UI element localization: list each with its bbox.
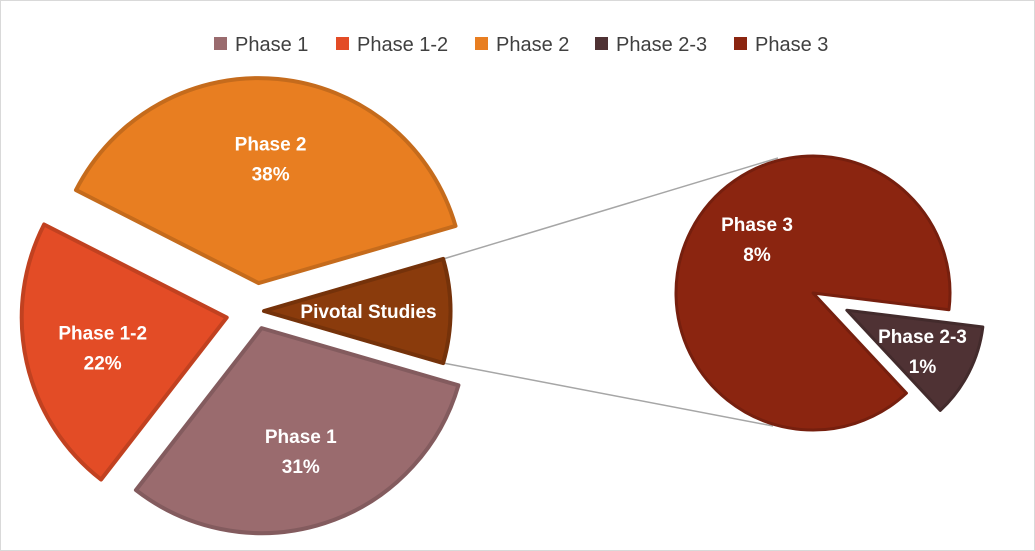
main-pie — [19, 76, 461, 536]
legend-label-phase-2-3: Phase 2-3 — [616, 34, 707, 56]
slice-phase-3 — [674, 154, 952, 432]
legend-label-phase-3: Phase 3 — [755, 34, 828, 56]
slice-label-phase-1-2: Phase 1-2 — [58, 323, 147, 344]
slice-phase-1 — [133, 326, 461, 536]
legend-label-phase-2: Phase 2 — [496, 34, 569, 56]
legend-swatch-phase-2-3 — [595, 37, 608, 50]
slice-phase-2 — [73, 76, 458, 286]
legend-swatch-phase-2 — [475, 37, 488, 50]
legend-label-phase-1-2: Phase 1-2 — [357, 34, 448, 56]
legend: Phase 1 Phase 1-2 Phase 2 Phase 2-3 Phase 3 — [214, 34, 828, 56]
slice-label-phase-2: Phase 2 — [235, 135, 307, 156]
slice-value-phase-2: 38% — [252, 165, 290, 186]
connector-line-top — [442, 157, 779, 260]
legend-swatch-phase-1-2 — [336, 37, 349, 50]
slice-phase-2-3 — [845, 308, 985, 412]
slice-value-phase-1: 31% — [282, 457, 320, 478]
slice-pivotal-studies — [262, 256, 453, 366]
connector-lines — [442, 157, 779, 427]
secondary-pie — [674, 154, 985, 432]
slice-label-phase-2-3: Phase 2-3 — [878, 327, 967, 348]
legend-swatch-phase-1 — [214, 37, 227, 50]
legend-swatch-phase-3 — [734, 37, 747, 50]
slice-value-phase-2-3: 1% — [909, 357, 937, 378]
slice-value-phase-3: 8% — [743, 245, 771, 266]
slice-labels: Phase 1 31% Phase 1-2 22% Phase 2 38% Pivotal … — [58, 135, 967, 478]
connector-line-bottom — [442, 362, 774, 427]
slice-value-phase-1-2: 22% — [84, 353, 122, 374]
slice-label-phase-3: Phase 3 — [721, 215, 793, 236]
legend-label-phase-1: Phase 1 — [235, 34, 308, 56]
slice-phase-1-2 — [19, 222, 229, 482]
slice-label-pivotal-studies: Pivotal Studies — [300, 302, 436, 323]
slice-label-phase-1: Phase 1 — [265, 427, 337, 448]
